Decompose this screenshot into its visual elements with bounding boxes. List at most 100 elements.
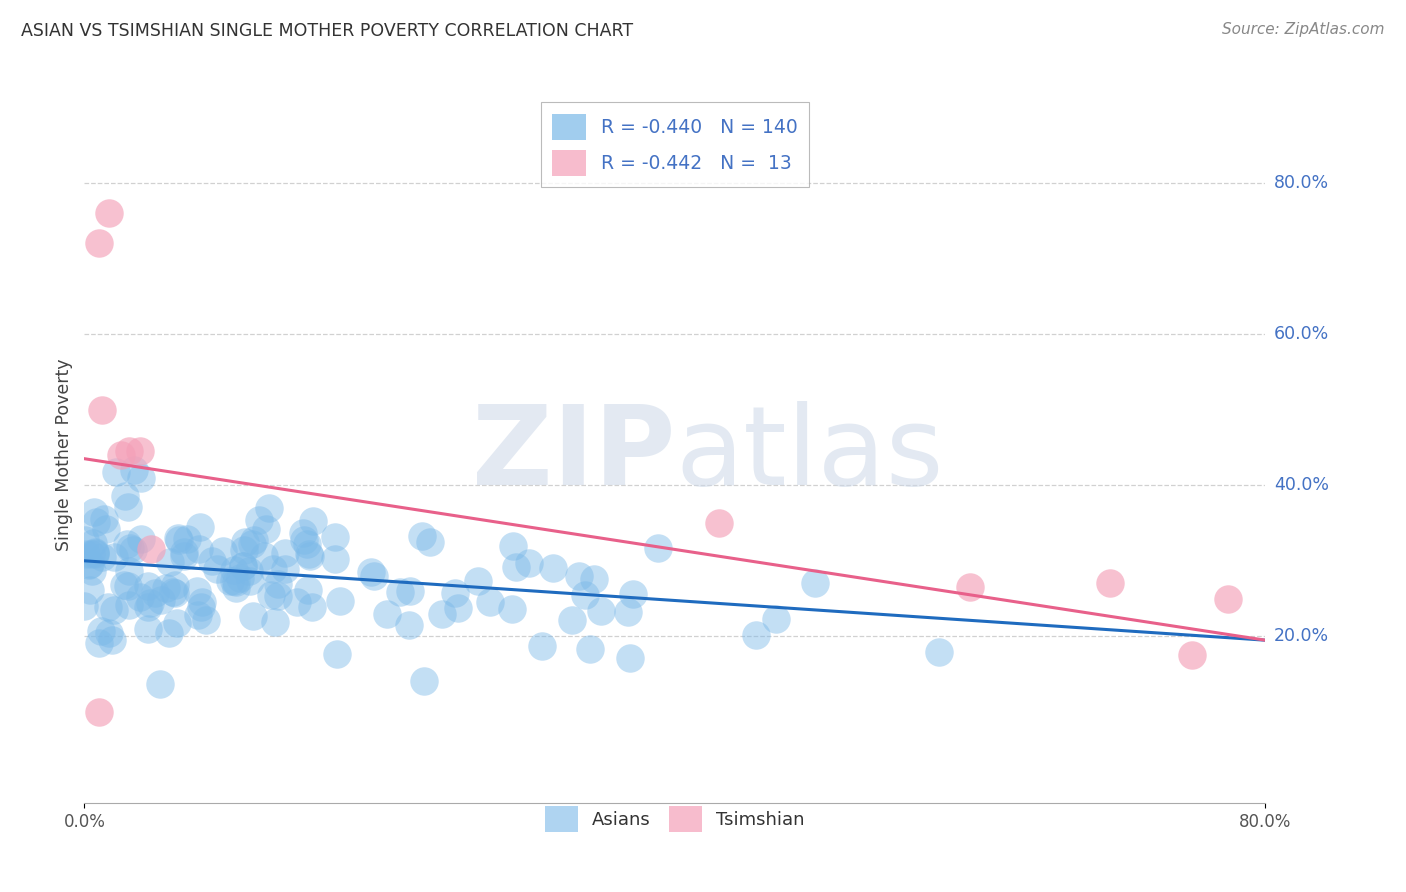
Point bbox=[118, 444, 141, 458]
Point bbox=[1218, 591, 1240, 606]
Text: atlas: atlas bbox=[675, 401, 943, 508]
Point bbox=[398, 584, 420, 599]
Point bbox=[162, 585, 184, 599]
Text: 80.0%: 80.0% bbox=[1274, 174, 1329, 192]
Point bbox=[143, 586, 166, 600]
Point bbox=[446, 601, 468, 615]
Point bbox=[82, 536, 104, 550]
Point bbox=[298, 549, 321, 564]
Point bbox=[291, 525, 314, 540]
Point bbox=[232, 558, 254, 573]
Point bbox=[274, 546, 297, 560]
Point bbox=[467, 574, 489, 588]
Point bbox=[114, 489, 136, 503]
Point bbox=[301, 514, 323, 528]
Point bbox=[505, 560, 527, 574]
Point bbox=[75, 547, 97, 561]
Point bbox=[1099, 576, 1122, 591]
Point bbox=[233, 535, 256, 549]
Point bbox=[79, 582, 101, 597]
Point bbox=[298, 547, 321, 561]
Point bbox=[73, 599, 96, 613]
Point bbox=[195, 613, 218, 627]
Text: 20.0%: 20.0% bbox=[1274, 627, 1329, 646]
Point bbox=[121, 542, 143, 557]
Point bbox=[83, 545, 105, 559]
Point bbox=[201, 554, 224, 568]
Point bbox=[75, 533, 97, 547]
Point bbox=[266, 589, 288, 603]
Point bbox=[87, 635, 110, 649]
Point bbox=[274, 561, 297, 575]
Point bbox=[242, 609, 264, 624]
Point bbox=[616, 605, 638, 619]
Point bbox=[326, 647, 349, 661]
Point bbox=[173, 549, 195, 564]
Point bbox=[150, 593, 173, 607]
Point bbox=[139, 596, 162, 610]
Point bbox=[166, 615, 188, 630]
Point bbox=[619, 651, 641, 665]
Point bbox=[228, 571, 250, 585]
Point bbox=[959, 580, 981, 594]
Point bbox=[745, 627, 768, 641]
Point bbox=[240, 537, 263, 551]
Point bbox=[444, 586, 467, 600]
Point bbox=[169, 533, 191, 548]
Point bbox=[582, 572, 605, 586]
Point bbox=[129, 533, 152, 547]
Point bbox=[190, 600, 212, 615]
Point bbox=[225, 574, 247, 589]
Point bbox=[103, 602, 125, 616]
Point bbox=[157, 626, 180, 640]
Point bbox=[765, 612, 787, 626]
Point bbox=[138, 579, 160, 593]
Point bbox=[87, 236, 111, 251]
Point bbox=[139, 542, 162, 557]
Point bbox=[262, 562, 284, 576]
Point bbox=[478, 595, 501, 609]
Point bbox=[87, 705, 111, 719]
Point bbox=[297, 582, 319, 597]
Point bbox=[84, 515, 107, 529]
Point bbox=[117, 500, 139, 515]
Point bbox=[928, 645, 950, 659]
Point bbox=[287, 595, 309, 609]
Point bbox=[411, 529, 433, 543]
Point bbox=[187, 541, 209, 556]
Point bbox=[568, 569, 591, 583]
Point bbox=[329, 594, 352, 608]
Point bbox=[122, 463, 145, 477]
Legend: Asians, Tsimshian: Asians, Tsimshian bbox=[538, 799, 811, 839]
Point bbox=[98, 206, 121, 220]
Point bbox=[93, 512, 115, 526]
Point bbox=[804, 576, 827, 591]
Point bbox=[136, 622, 159, 636]
Point bbox=[292, 533, 315, 547]
Point bbox=[112, 578, 135, 592]
Point bbox=[621, 587, 644, 601]
Point bbox=[105, 465, 128, 479]
Point bbox=[77, 558, 100, 572]
Point bbox=[501, 602, 523, 616]
Point bbox=[257, 500, 280, 515]
Point bbox=[260, 588, 283, 602]
Point bbox=[110, 448, 132, 462]
Point bbox=[647, 541, 669, 556]
Point bbox=[84, 547, 107, 561]
Point bbox=[419, 535, 441, 549]
Point bbox=[709, 516, 731, 530]
Point bbox=[83, 546, 105, 560]
Point bbox=[323, 531, 346, 545]
Point bbox=[247, 513, 270, 527]
Point bbox=[138, 600, 160, 615]
Point bbox=[80, 547, 103, 561]
Point bbox=[117, 564, 139, 578]
Point bbox=[543, 560, 565, 574]
Point bbox=[96, 522, 118, 536]
Point bbox=[253, 549, 276, 563]
Point bbox=[82, 564, 104, 578]
Text: Source: ZipAtlas.com: Source: ZipAtlas.com bbox=[1222, 22, 1385, 37]
Point bbox=[561, 613, 583, 627]
Point bbox=[103, 549, 125, 564]
